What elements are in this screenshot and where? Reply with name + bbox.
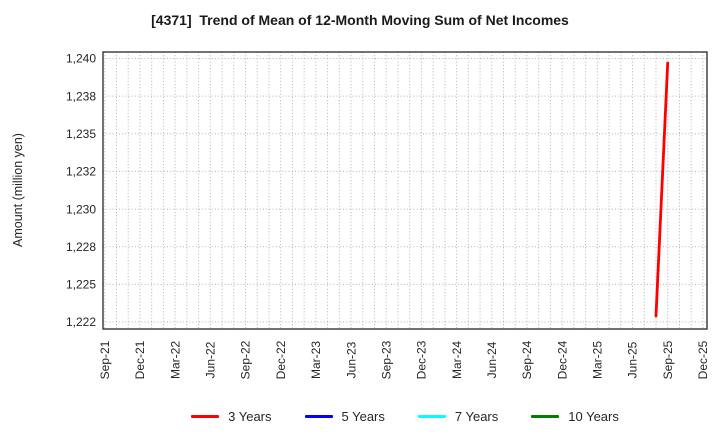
x-tick-label: Dec-23 [415,340,429,379]
y-axis-title: Amount (million yen) [11,133,25,247]
x-tick-label: Sep-24 [520,340,534,379]
x-tick-label: Jun-25 [626,341,640,378]
legend-label-5-years: 5 Years [341,408,385,424]
y-tick-label: 1,235 [66,127,96,141]
x-tick-label: Mar-24 [450,341,464,379]
x-tick-label: Mar-23 [309,341,323,379]
x-tick-label: Jun-23 [344,341,358,378]
plot-border [102,51,708,330]
y-tick-label: 1,230 [66,202,96,216]
x-tick-label: Sep-25 [661,340,675,379]
x-tick-label: Mar-25 [591,341,605,379]
legend-item-7-years: 7 Years [417,408,499,424]
series-layer [654,61,670,318]
x-tick-label: Sep-22 [239,340,253,379]
y-tick-label: 1,222 [66,315,96,329]
legend-line-swatch-7-years [417,414,446,418]
legend-label-10-years: 10 Years [568,408,619,424]
series-line-3-years [654,61,670,318]
legend-item-5-years: 5 Years [304,408,385,424]
legend-label-7-years: 7 Years [454,408,499,424]
x-tick-label: Jun-24 [485,341,499,378]
legend-item-3-years: 3 Years [191,408,272,424]
x-tick-label: Dec-25 [696,340,710,379]
legend-line-swatch-3-years [191,414,220,418]
legend-label-3-years: 3 Years [228,408,272,424]
y-tick-label: 1,232 [66,165,96,179]
x-tick-label: Jun-22 [204,341,218,378]
legend-line-swatch-5-years [304,414,333,418]
x-tick-label: Dec-22 [274,340,288,379]
tick-label-layer: 1,240 1,238 1,235 1,232 1,230 1,228 1,225 1,222… [66,52,710,380]
legend-item-10-years: 10 Years [531,409,619,424]
legend-line-swatch-10-years [531,414,560,418]
x-tick-label: Dec-21 [133,340,147,379]
x-tick-label: Sep-21 [98,340,112,379]
chart-title: [4371] Trend of Mean of 12-Month Moving … [151,12,569,28]
legend: 3 Years 5 Years 7 Years 10 Years [103,404,707,428]
x-tick-label: Dec-24 [555,340,569,379]
x-tick-label: Mar-22 [168,341,182,379]
y-tick-label: 1,240 [66,52,96,66]
grid-layer [102,51,708,330]
y-tick-label: 1,228 [66,240,96,254]
x-tick-label: Sep-23 [379,340,393,379]
y-tick-label: 1,225 [66,278,96,292]
y-tick-label: 1,238 [66,89,96,103]
